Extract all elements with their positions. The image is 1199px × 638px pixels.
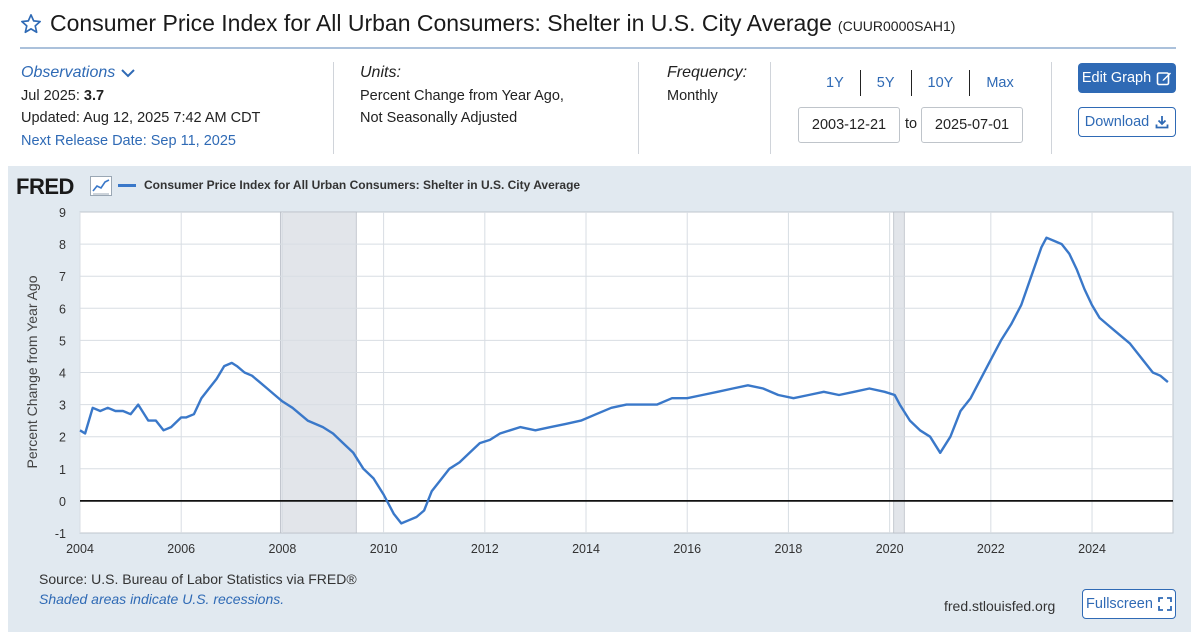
y-tick-label: 4	[59, 367, 66, 381]
observations-panel: Observations Jul 2025: 3.7 Updated: Aug …	[21, 62, 260, 152]
page-title: Consumer Price Index for All Urban Consu…	[50, 10, 832, 36]
y-axis-label: Percent Change from Year Ago	[24, 275, 40, 468]
y-tick-label: 3	[59, 399, 66, 413]
fullscreen-icon	[1158, 597, 1172, 611]
divider	[1051, 62, 1052, 154]
x-tick-label: 2020	[876, 542, 904, 556]
divider	[638, 62, 639, 154]
chart-icon	[90, 176, 112, 196]
x-tick-label: 2010	[370, 542, 398, 556]
x-tick-label: 2016	[673, 542, 701, 556]
series-id: (CUUR0000SAH1)	[837, 17, 956, 34]
y-tick-label: 6	[59, 302, 66, 316]
title-row: Consumer Price Index for All Urban Consu…	[20, 10, 955, 37]
range-10y-button[interactable]: 10Y	[912, 70, 971, 96]
download-icon	[1155, 116, 1169, 129]
range-1y-button[interactable]: 1Y	[810, 70, 861, 96]
y-tick-label: 7	[59, 270, 66, 284]
recession-note: Shaded areas indicate U.S. recessions.	[39, 591, 285, 607]
legend-label: Consumer Price Index for All Urban Consu…	[144, 178, 581, 192]
legend-swatch	[118, 183, 136, 187]
observation-value: 3.7	[83, 87, 105, 104]
x-tick-label: 2024	[1078, 542, 1106, 556]
fred-url: fred.stlouisfed.org	[944, 598, 1056, 614]
y-tick-label: 9	[59, 206, 66, 220]
x-tick-label: 2004	[66, 542, 94, 556]
x-tick-label: 2012	[471, 542, 499, 556]
end-date-input[interactable]: 2025-07-01	[921, 107, 1023, 143]
edit-graph-button[interactable]: Edit Graph	[1078, 63, 1176, 93]
series-line	[79, 236, 1169, 525]
units-panel: Units: Percent Change from Year Ago, Not…	[360, 62, 564, 130]
units-label: Units:	[360, 64, 401, 81]
date-to-label: to	[905, 116, 918, 132]
next-release-link[interactable]: Next Release Date: Sep 11, 2025	[21, 132, 236, 149]
divider	[770, 62, 771, 154]
fullscreen-label: Fullscreen	[1086, 596, 1153, 612]
y-tick-label: -1	[55, 527, 66, 541]
x-tick-label: 2018	[775, 542, 803, 556]
units-line-1: Percent Change from Year Ago,	[360, 87, 564, 104]
x-tick-label: 2022	[977, 542, 1005, 556]
chart-legend: Consumer Price Index for All Urban Consu…	[118, 178, 580, 192]
fred-logo[interactable]: FRED	[16, 174, 74, 199]
range-selector: 1Y 5Y 10Y Max	[810, 70, 1030, 96]
y-tick-label: 2	[59, 431, 66, 445]
y-tick-label: 5	[59, 334, 66, 348]
latest-observation: Jul 2025: 3.7	[21, 85, 260, 108]
x-tick-label: 2014	[572, 542, 600, 556]
y-tick-label: 1	[59, 463, 66, 477]
edit-graph-label: Edit Graph	[1081, 70, 1152, 86]
frequency-label: Frequency:	[667, 64, 748, 81]
frequency-value: Monthly	[667, 87, 718, 104]
units-line-2: Not Seasonally Adjusted	[360, 110, 518, 126]
observation-period: Jul 2025:	[21, 87, 80, 104]
edit-icon	[1156, 72, 1172, 86]
frequency-panel: Frequency: Monthly	[667, 62, 747, 107]
chevron-down-icon[interactable]	[121, 68, 135, 78]
updated-text: Updated: Aug 12, 2025 7:42 AM CDT	[21, 110, 261, 126]
start-date-input[interactable]: 2003-12-21	[798, 107, 900, 143]
y-tick-label: 0	[59, 495, 66, 509]
observations-label[interactable]: Observations	[21, 64, 116, 81]
download-button[interactable]: Download	[1078, 107, 1176, 137]
x-tick-label: 2008	[269, 542, 297, 556]
source-text: Source: U.S. Bureau of Labor Statistics …	[39, 571, 357, 587]
star-icon[interactable]	[20, 13, 42, 35]
x-tick-label: 2006	[167, 542, 195, 556]
fullscreen-button[interactable]: Fullscreen	[1082, 589, 1176, 619]
title-divider	[20, 47, 1176, 49]
download-label: Download	[1084, 114, 1150, 130]
range-5y-button[interactable]: 5Y	[861, 70, 912, 96]
divider	[333, 62, 334, 154]
y-tick-label: 8	[59, 238, 66, 252]
observations-toggle[interactable]: Observations	[21, 62, 260, 85]
range-max-button[interactable]: Max	[986, 75, 1014, 91]
